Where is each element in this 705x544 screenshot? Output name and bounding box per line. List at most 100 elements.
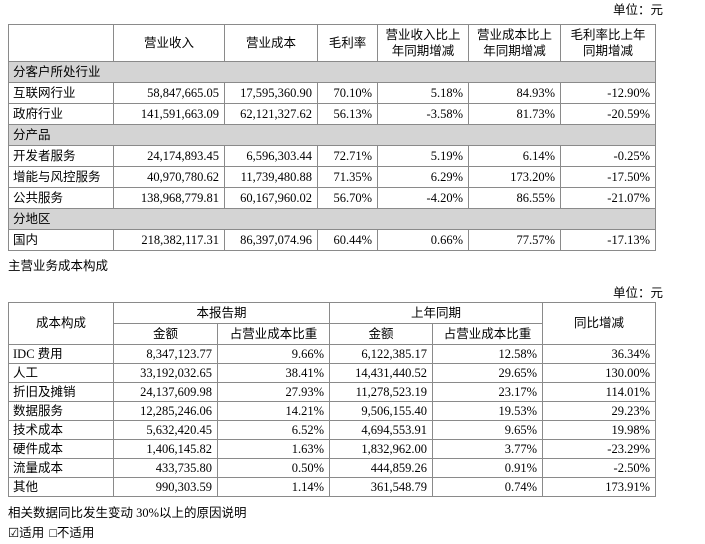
header-current-ratio: 占营业成本比重 [217, 323, 330, 345]
table-cell: 14,431,440.52 [329, 363, 433, 383]
table-row: 政府行业 141,591,663.09 62,121,327.62 56.13% -3.… [8, 103, 656, 125]
row-label: 硬件成本 [8, 439, 114, 459]
table-cell: 1,832,962.00 [329, 439, 433, 459]
table-cell: 0.91% [432, 458, 543, 478]
header-prior-ratio: 占营业成本比重 [432, 323, 543, 345]
cost-structure-table-body: IDC 费用 8,347,123.77 9.66% 6,122,385.17 12.58… [8, 344, 656, 497]
table-cell: 141,591,663.09 [113, 103, 225, 125]
table-cell: 11,278,523.19 [329, 382, 433, 402]
table-cell: 14.21% [217, 401, 330, 421]
table-cell: 361,548.79 [329, 477, 433, 497]
table-cell: -17.50% [560, 166, 656, 188]
table-cell: 4,694,553.91 [329, 420, 433, 440]
not-applicable-checkbox: □不适用 [49, 526, 95, 540]
table-cell: 33,192,032.65 [113, 363, 218, 383]
table-cell: 29.65% [432, 363, 543, 383]
table-cell: 0.74% [432, 477, 543, 497]
header-margin-yoy: 毛利率比上年同期增减 [560, 24, 656, 62]
table-cell: 71.35% [317, 166, 378, 188]
row-label: 流量成本 [8, 458, 114, 478]
header-blank [8, 24, 114, 62]
table-row: 开发者服务 24,174,893.45 6,596,303.44 72.71% 5.19… [8, 145, 656, 167]
table-row: 人工 33,192,032.65 38.41% 14,431,440.52 29.65%… [8, 363, 656, 383]
header-cost-structure: 成本构成 [8, 302, 114, 345]
table-row: 硬件成本 1,406,145.82 1.63% 1,832,962.00 3.77% -2… [8, 439, 656, 459]
revenue-cost-table: 营业收入 营业成本 毛利率 营业收入比上年同期增减 营业成本比上年同期增减 毛利… [8, 24, 656, 251]
row-label: 折旧及摊销 [8, 382, 114, 402]
table-cell: -20.59% [560, 103, 656, 125]
table-row: 国内 218,382,117.31 86,397,074.96 60.44% 0.66%… [8, 229, 656, 251]
table-row: 折旧及摊销 24,137,609.98 27.93% 11,278,523.19 23.… [8, 382, 656, 402]
row-label: IDC 费用 [8, 344, 114, 364]
table-cell: 11,739,480.88 [224, 166, 318, 188]
table-cell: 1.63% [217, 439, 330, 459]
table-cell: 3.77% [432, 439, 543, 459]
table-cell: 1.14% [217, 477, 330, 497]
table-cell: 84.93% [468, 82, 561, 104]
table-cell: 1,406,145.82 [113, 439, 218, 459]
table-cell: 6,122,385.17 [329, 344, 433, 364]
table-cell: 990,303.59 [113, 477, 218, 497]
table-cell: 36.34% [542, 344, 656, 364]
table-cell: 24,174,893.45 [113, 145, 225, 167]
table-cell: -21.07% [560, 187, 656, 209]
table-cell: 218,382,117.31 [113, 229, 225, 251]
section-label: 分地区 [8, 208, 656, 230]
header-prior-amount: 金额 [329, 323, 433, 345]
table-cell: 60,167,960.02 [224, 187, 318, 209]
table-cell: 40,970,780.62 [113, 166, 225, 188]
table-cell: 23.17% [432, 382, 543, 402]
header-gross-margin: 毛利率 [317, 24, 378, 62]
cost-structure-header-row-1: 成本构成 本报告期 上年同期 同比增减 [8, 302, 656, 345]
row-label: 国内 [8, 229, 114, 251]
table-cell: 444,859.26 [329, 458, 433, 478]
table-cell: -12.90% [560, 82, 656, 104]
table-cell: 56.70% [317, 187, 378, 209]
revenue-cost-table-body: 分客户所处行业 互联网行业 58,847,665.05 17,595,360.90 70… [8, 61, 656, 251]
table-cell: 130.00% [542, 363, 656, 383]
table-cell: 17,595,360.90 [224, 82, 318, 104]
change-reason-note: 相关数据同比发生变动 30%以上的原因说明 [8, 506, 247, 520]
table-cell: 62,121,327.62 [224, 103, 318, 125]
table-cell: -4.20% [377, 187, 469, 209]
header-yoy-change: 同比增减 [542, 302, 656, 345]
table-cell: 114.01% [542, 382, 656, 402]
table-cell: 58,847,665.05 [113, 82, 225, 104]
header-cost-yoy: 营业成本比上年同期增减 [468, 24, 561, 62]
table-row: 增能与风控服务 40,970,780.62 11,739,480.88 71.35% 6… [8, 166, 656, 188]
table-cell: 70.10% [317, 82, 378, 104]
table-cell: 77.57% [468, 229, 561, 251]
table-cell: 29.23% [542, 401, 656, 421]
table-cell: 27.93% [217, 382, 330, 402]
section-row: 分地区 [8, 208, 656, 230]
table-cell: 6.14% [468, 145, 561, 167]
row-label: 开发者服务 [8, 145, 114, 167]
table-cell: -2.50% [542, 458, 656, 478]
table-row: IDC 费用 8,347,123.77 9.66% 6,122,385.17 12.58… [8, 344, 656, 364]
revenue-cost-header-row: 营业收入 营业成本 毛利率 营业收入比上年同期增减 营业成本比上年同期增减 毛利… [8, 24, 656, 62]
table-cell: 0.50% [217, 458, 330, 478]
table-cell: 5.18% [377, 82, 469, 104]
header-revenue-yoy: 营业收入比上年同期增减 [377, 24, 469, 62]
row-label: 增能与风控服务 [8, 166, 114, 188]
header-cost: 营业成本 [224, 24, 318, 62]
table-cell: 6,596,303.44 [224, 145, 318, 167]
row-label: 互联网行业 [8, 82, 114, 104]
table-cell: 86,397,074.96 [224, 229, 318, 251]
table-cell: 173.20% [468, 166, 561, 188]
table-cell: 6.52% [217, 420, 330, 440]
table-cell: 5,632,420.45 [113, 420, 218, 440]
table-cell: 9,506,155.40 [329, 401, 433, 421]
row-label: 数据服务 [8, 401, 114, 421]
row-label: 政府行业 [8, 103, 114, 125]
table-cell: 19.53% [432, 401, 543, 421]
table-cell: 9.65% [432, 420, 543, 440]
table-cell: 86.55% [468, 187, 561, 209]
table-cell: 433,735.80 [113, 458, 218, 478]
table-cell: -3.58% [377, 103, 469, 125]
table-cell: 5.19% [377, 145, 469, 167]
section-row: 分产品 [8, 124, 656, 146]
row-label: 其他 [8, 477, 114, 497]
table-cell: 8,347,123.77 [113, 344, 218, 364]
table-row: 流量成本 433,735.80 0.50% 444,859.26 0.91% -2.50% [8, 458, 656, 478]
